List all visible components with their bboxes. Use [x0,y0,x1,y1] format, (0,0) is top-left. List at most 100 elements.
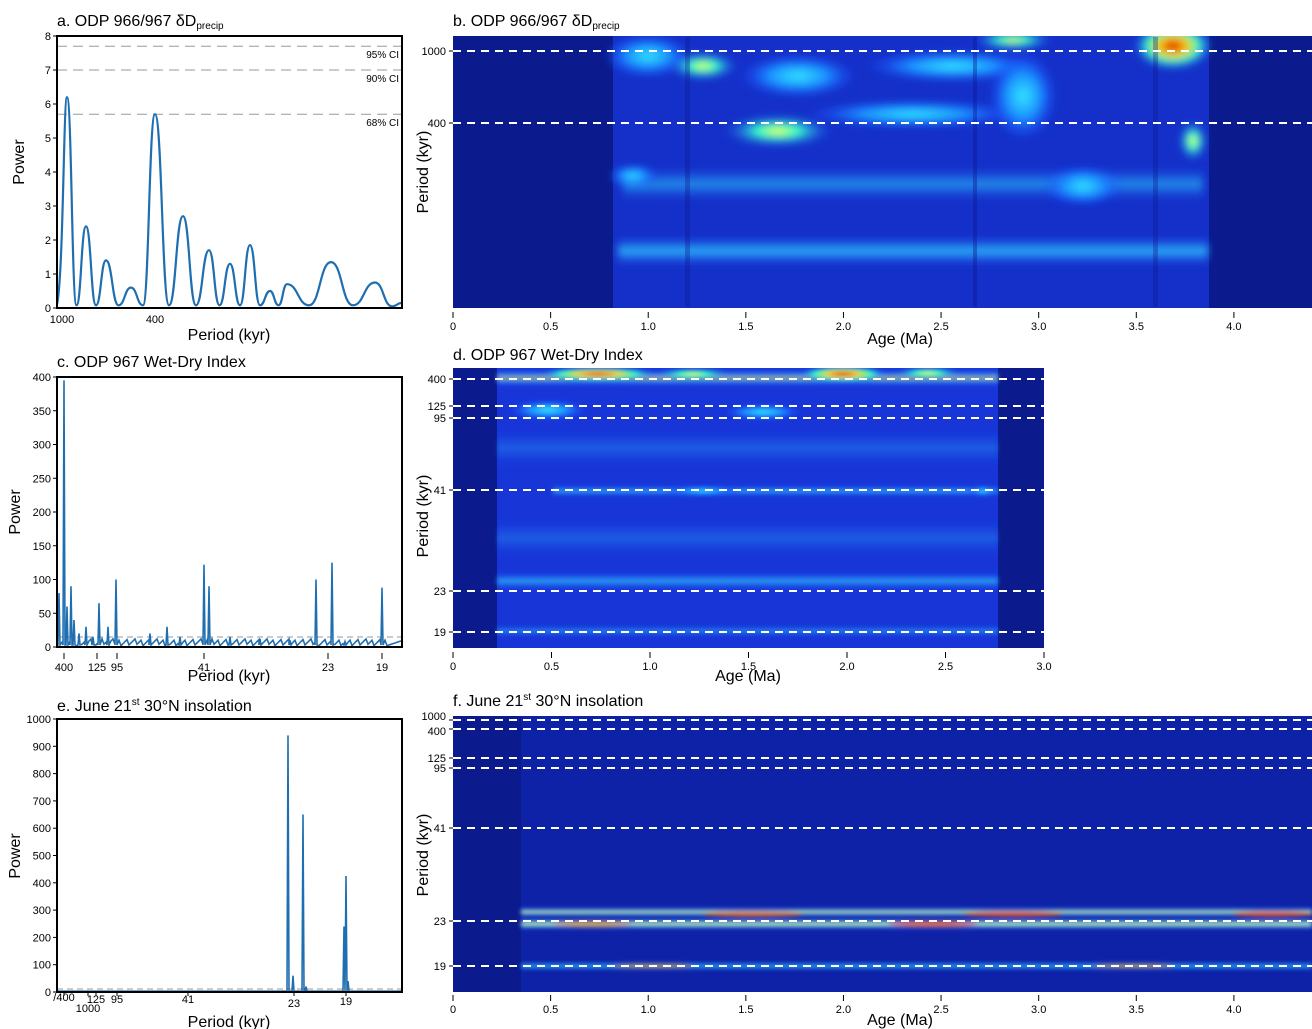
y-axis-label: Period (kyr) [415,814,432,897]
panel-d-title: d. ODP 967 Wet-Dry Index [453,347,643,364]
y-tick-label: 41 [434,485,446,497]
x-tick-label: 1.0 [642,661,657,673]
y-tick-label: 4 [45,167,51,179]
x-tick-label: 1.5 [738,321,753,333]
x-tick-label: 3.5 [1129,1004,1144,1016]
x-tick-label: 125 [88,662,106,674]
y-axis-label: Power [7,489,24,535]
x-tick-label: 0.5 [543,1004,558,1016]
y-tick-label: 800 [33,769,51,781]
reference-lines [453,50,1312,124]
y-tick-label: 95 [434,763,446,775]
y-tick-label: 300 [33,905,51,917]
y-ticks: 0 1 2 3 4 5 6 7 8 [45,31,57,315]
y-tick-label: 7 [45,65,51,77]
x-tick-label: 2.5 [933,321,948,333]
panel-a: a. ODP 966/967 δDprecip 95% CI 90% CI 68% … [11,13,403,344]
wavelet-heatmap [453,368,1044,648]
y-tick-label: 125 [428,753,446,765]
panel-e-title: e. June 21st 30°N insolation [57,697,252,715]
x-tick-label: 0.5 [544,661,559,673]
x-axis-label: Period (kyr) [188,1014,271,1029]
panel-b-title: b. ODP 966/967 δDprecip [453,13,620,32]
y-tick-label: 400 [33,878,51,890]
x-tick: 1000 [50,314,74,326]
panel-c: c. ODP 967 Wet-Dry Index 0 50 100 150 200 250… [7,354,403,685]
y-tick-label: 5 [45,133,51,145]
y-tick-label: 200 [33,507,51,519]
plot-frame [56,718,403,993]
y-tick-label: 50 [39,608,51,620]
x-tick-label: 4.0 [1226,1004,1241,1016]
y-tick-label: 1 [45,269,51,281]
x-tick-label: 1.5 [741,661,756,673]
x-tick-label: 0.5 [543,321,558,333]
x-axis-label: Age (Ma) [867,331,933,348]
spectrum-line [56,380,402,649]
x-tick-label: 2.0 [836,1004,851,1016]
y-tick-label: 95 [434,413,446,425]
x-tick-label: 2.0 [836,321,851,333]
reference-lines [453,719,1312,967]
x-tick-label: 3.0 [1031,321,1046,333]
y-tick-label: 19 [434,961,446,973]
panel-c-title: c. ODP 967 Wet-Dry Index [57,354,246,371]
y-tick-label: 400 [33,372,51,384]
x-tick-label: 2.0 [839,661,854,673]
y-tick-label: 700 [33,796,51,808]
x-tick-label: 19 [340,996,352,1008]
plot-frame [56,376,403,648]
x-tick-label: 41 [182,994,194,1006]
x-tick-label: 3.0 [1036,661,1051,673]
y-tick-label: 200 [33,932,51,944]
x-tick-label: 3.0 [1031,1004,1046,1016]
panel-d: d. ODP 967 Wet-Dry Index 40 [415,347,1052,685]
x-ticks: 0 0.5 1.0 1.5 2.0 2.5 3.0 [450,652,1052,673]
y-axis-label: Period (kyr) [415,131,432,214]
y-tick-label: 900 [33,741,51,753]
y-axis-label: Power [11,139,28,185]
x-tick-label: /400 [53,992,74,1004]
y-ticks: 0 50 100 150 200 250 300 350 400 [33,372,57,654]
x-axis-label: Age (Ma) [867,1012,933,1029]
x-tick-label: 95 [111,994,123,1006]
y-tick-label: 250 [33,473,51,485]
x-tick-label: 1.0 [641,321,656,333]
x-tick-label: 2.5 [938,661,953,673]
x-tick-label: 1.5 [738,1004,753,1016]
x-tick-label: 0 [450,661,456,673]
confidence-lines: 95% CI 90% CI 68% CI [57,45,402,129]
x-tick-label: 400 [55,662,73,674]
y-tick-label: 400 [428,726,446,738]
y-tick-label: 500 [33,851,51,863]
y-tick-label: 300 [33,440,51,452]
x-tick-label: 19 [376,662,388,674]
panel-f-title: f. June 21st 30°N insolation [453,692,643,710]
wavelet-heatmap [453,36,1312,308]
x-axis-label: Period (kyr) [188,668,271,685]
ci-label: 95% CI [366,50,399,61]
y-tick-label: 0 [45,987,51,999]
x-tick-label: 125 [87,994,105,1006]
panel-a-title: a. ODP 966/967 δDprecip [57,13,224,32]
x-tick: 400 [146,314,164,326]
panel-f: f. June 21st 30°N insolation 1000 400 1259… [415,692,1312,1029]
x-tick-label: 95 [111,662,123,674]
panel-b: b. ODP 966/967 δDprecip [415,13,1312,348]
x-tick-label: 0 [450,1004,456,1016]
x-tick-label: 0 [450,321,456,333]
y-tick-label: 100 [33,575,51,587]
y-tick-label: 1000 [27,714,51,726]
panel-e: e. June 21st 30°N insolation 0 100 200 300 4… [7,697,403,1029]
x-tick-label: 23 [288,998,300,1010]
ci-label: 90% CI [366,74,399,85]
y-tick-label: 8 [45,31,51,43]
x-tick-label: 4.0 [1226,321,1241,333]
y-tick-label: 6 [45,99,51,111]
x-tick-label: 2.5 [933,1004,948,1016]
y-tick-label: 2 [45,235,51,247]
y-tick-label: 350 [33,406,51,418]
y-tick-label: 0 [45,642,51,654]
